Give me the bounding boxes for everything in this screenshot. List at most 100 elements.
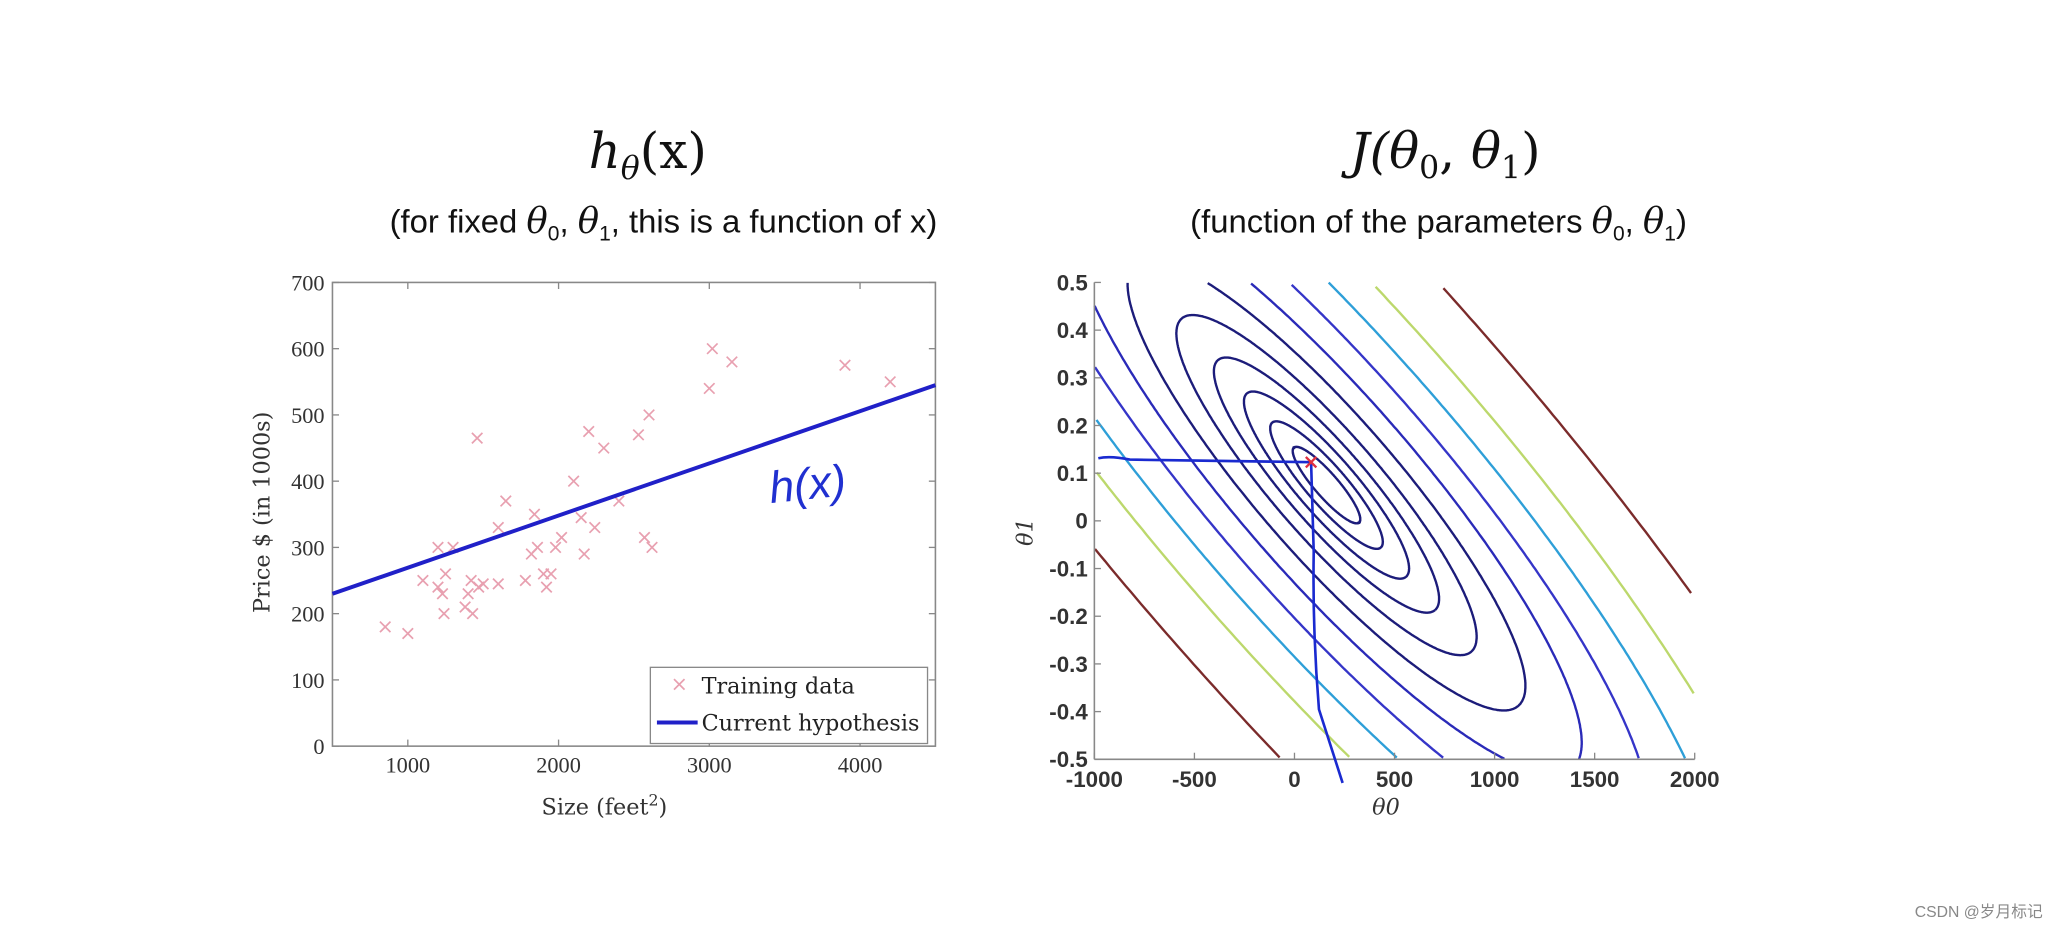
contour-line [1094,287,1692,759]
x-tick-label: 1500 [1570,767,1620,792]
legend-marker-training-data [673,678,686,691]
watermark: CSDN @岁月标记 [1915,903,2043,921]
training-data-point [531,541,544,554]
legend: Training data Current hypothesis [649,666,929,745]
training-data-point [477,577,490,590]
x-tick-label: -1000 [1066,767,1123,792]
training-data-point [492,577,505,590]
training-data-point [706,342,719,355]
training-data-point [436,587,449,600]
contour-line [1242,390,1411,580]
training-data-point [588,521,601,534]
training-data-point [582,425,595,438]
minimum-marker [1304,456,1318,469]
y-tick-label: 500 [291,403,325,428]
training-data-point [549,541,562,554]
x-tick-label: -500 [1172,767,1217,792]
right-plot-area [1094,282,1695,760]
training-data-point [632,428,645,441]
training-data-point [567,475,580,488]
y-tick-label: -0.2 [1049,604,1087,629]
y-tick-label: 100 [291,668,325,693]
training-data-point [519,574,532,587]
hypothesis-line [331,383,937,596]
training-data-point [884,375,897,388]
contour-line [1269,420,1385,551]
y-tick-label: -0.5 [1049,747,1087,772]
x-tick-label: 2000 [536,752,581,777]
contour-line [1126,282,1527,712]
contour-line [1095,281,1687,759]
training-data-point [578,548,591,560]
y-tick-label: 300 [291,535,325,560]
y-tick-label: 0.3 [1057,366,1088,391]
x-tick-label: 1000 [385,752,430,777]
training-data-point [638,531,651,544]
training-data-point [597,442,610,454]
y-tick-label: 0.2 [1057,413,1088,438]
y-tick-label: 0.1 [1057,461,1088,486]
x-tick-label: 1000 [1470,767,1520,792]
training-data-point [439,568,452,580]
x-tick-label: 3000 [687,752,732,777]
training-data-point [646,541,658,554]
training-data-point [417,574,429,587]
theta1-axis-label: θ1 [1013,518,1039,546]
right-title: J(θ0, θ1) [1341,122,1541,187]
y-tick-label: -0.3 [1049,652,1087,677]
hand-drawn-theta0-line [1309,462,1344,784]
x-tick-label: 2000 [1670,767,1720,792]
training-data-point [643,409,655,421]
contour-line [1094,284,1640,759]
training-data-point [466,607,479,620]
contour-line [1212,356,1441,614]
y-tick-label: 0.4 [1057,318,1089,343]
y-tick-label: 600 [291,337,325,362]
left-subtitle: (for fixed θ0, θ1, this is a function of… [390,201,938,246]
x-tick-label: 500 [1376,767,1413,792]
training-data-point [540,581,553,594]
left-title: hθ(x) [589,122,707,187]
y-tick-label: 0 [1075,509,1087,534]
training-data-point [462,587,474,600]
y-tick-label: -0.1 [1049,556,1087,581]
training-data-point [401,627,414,640]
y-tick-label: 0.5 [1057,270,1088,295]
contour-line [1095,285,1695,758]
training-data-point [545,568,557,580]
contour-line [1291,445,1362,525]
hand-drawn-theta1-line [1098,455,1312,464]
training-data-point [555,531,568,544]
y-axis-label: Price $ (in 1000s) [249,412,275,613]
training-data-point [528,508,541,521]
training-data-point [438,607,450,620]
legend-label-hypothesis: Current hypothesis [702,710,920,736]
training-data-point [471,432,484,444]
legend-box [649,666,929,745]
training-data-point [703,382,716,395]
contour-line [1093,282,1583,760]
hx-handwritten-annotation: h(x) [767,456,849,513]
cost-contour-chart: -1000 -500 0 500 1000 1500 2000 -0.5 -0.4 -0.3 -0.… [1013,270,1720,820]
y-tick-label: 400 [291,469,325,494]
training-data-point [839,359,851,372]
training-data-point [499,495,512,507]
training-data-point [432,581,444,594]
contour-line [1175,313,1478,657]
training-data-point [379,621,392,633]
right-subtitle: (function of the parameters θ0, θ1) [1190,201,1687,246]
x-tick-label: 0 [1288,767,1300,792]
training-data-point [726,356,738,368]
training-data-point [575,511,588,524]
y-tick-label: 200 [291,602,325,627]
theta0-axis-label: θ0 [1372,794,1400,820]
x-tick-label: 4000 [838,752,883,777]
price-vs-size-chart: 1000 2000 3000 4000 0 100 200 300 400 500 600 700 h… [249,270,937,820]
x-axis-label: Size (feet2) [542,790,668,820]
y-tick-label: 700 [291,270,325,295]
y-tick-label: 0 [313,734,324,759]
training-data-point [492,521,505,534]
legend-label-training-data: Training data [702,674,855,700]
y-tick-label: -0.4 [1049,699,1088,724]
